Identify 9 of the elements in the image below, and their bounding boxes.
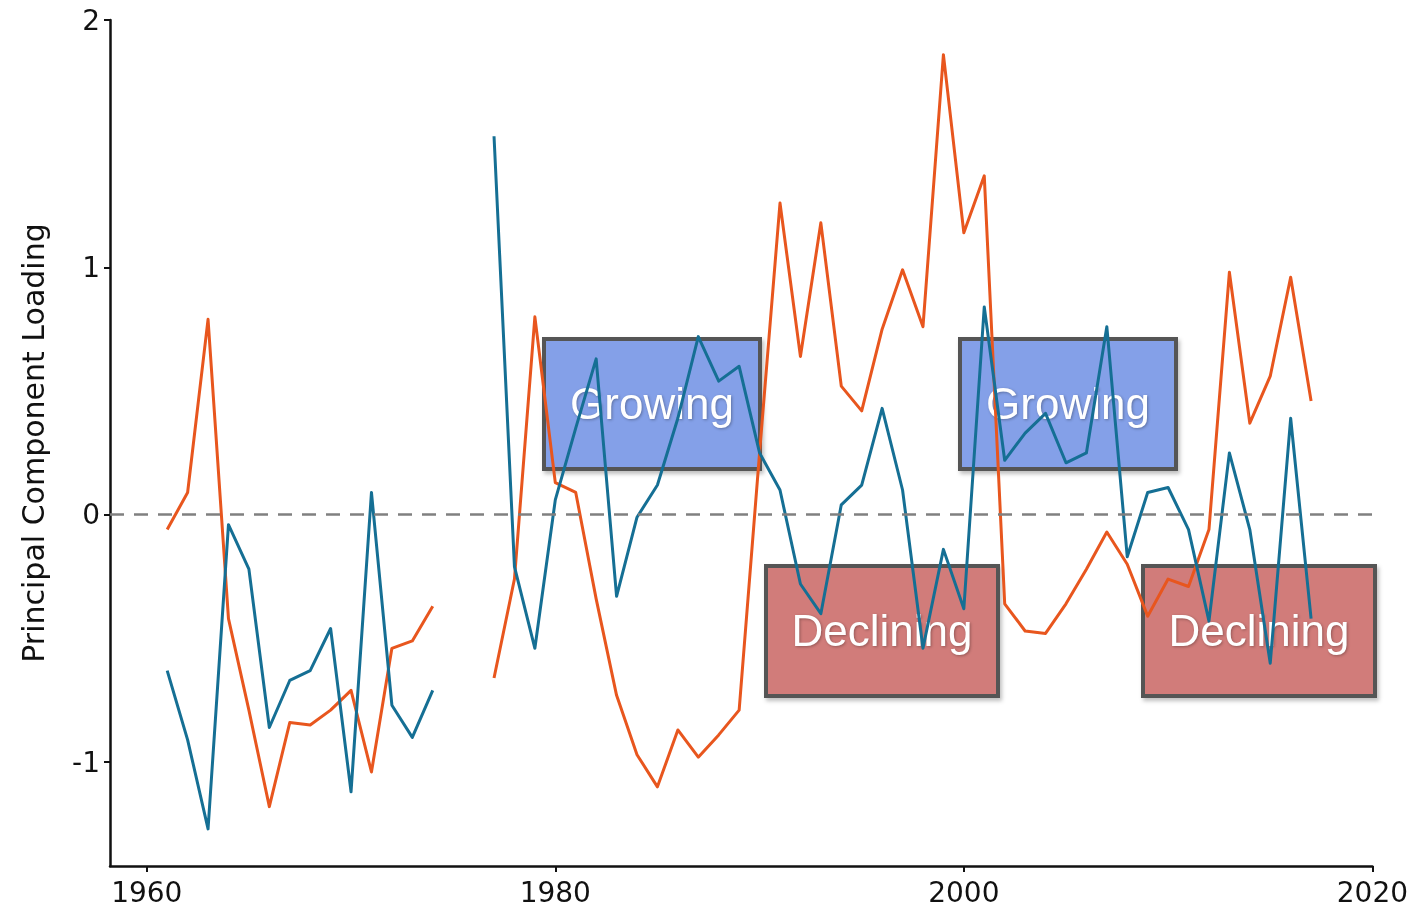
y-tick-label: 2 [82,3,100,37]
y-tick-label: -1 [72,745,100,779]
y-axis-title: Principal Component Loading [15,223,51,663]
x-tick-label: 2020 [1336,875,1408,909]
x-tick-label: 1960 [111,875,183,909]
y-tick-label: 0 [82,498,100,532]
x-tick-label: 1980 [519,875,591,909]
x-tick-label: 2000 [928,875,1000,909]
y-tick-label: 1 [82,250,100,284]
